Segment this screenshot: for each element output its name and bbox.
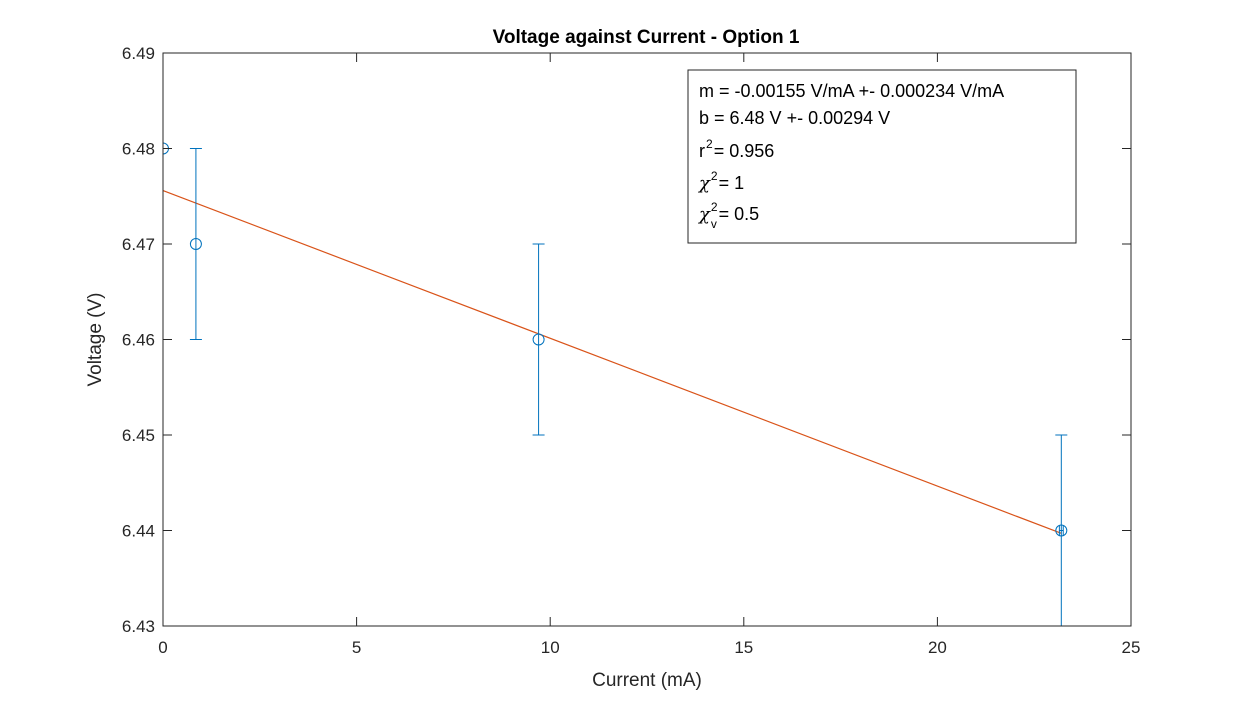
y-tick-label: 6.44 (122, 522, 155, 541)
fit-layer (162, 189, 1062, 534)
stats-line: χ (697, 173, 711, 194)
x-tick-label: 10 (541, 638, 560, 657)
stats-line: χ (697, 204, 711, 225)
stats-value: = 1 (719, 173, 745, 193)
data-point (532, 333, 545, 346)
axis-layer: 0 5 10 15 20 25 6.43 6.44 6.45 6.46 6.47 6.48 6.49 (122, 44, 1141, 657)
fit-statistics-box: m = -0.00155 V/mA +- 0.000234 V/mA b = 6.… (687, 69, 1077, 244)
stats-subscript: v (711, 217, 717, 231)
stats-value: = 0.5 (719, 204, 760, 224)
x-tick-label: 20 (928, 638, 947, 657)
y-tick-label: 6.47 (122, 235, 155, 254)
y-tick-label: 6.49 (122, 44, 155, 63)
x-tick-label: 0 (158, 638, 167, 657)
stats-box-border (687, 69, 1077, 244)
x-tick-label: 15 (734, 638, 753, 657)
x-axis-label: Current (mA) (592, 670, 702, 691)
data-point (189, 238, 202, 250)
x-tick-label: 5 (352, 638, 361, 657)
stats-superscript: 2 (711, 169, 718, 183)
y-tick-label: 6.45 (122, 426, 155, 445)
stats-superscript: 2 (711, 200, 718, 214)
stats-line: m = -0.00155 V/mA +- 0.000234 V/mA (699, 81, 1004, 101)
data-point-group (1055, 434, 1068, 626)
stats-value: = 0.956 (714, 141, 775, 161)
y-tick-label: 6.48 (122, 140, 155, 159)
chart-title: Voltage against Current - Option 1 (493, 27, 800, 48)
stats-superscript: 2 (706, 137, 713, 151)
y-tick-label: 6.46 (122, 331, 155, 350)
data-point-group (532, 243, 545, 436)
y-tick-label: 6.43 (122, 617, 155, 636)
fit-line (162, 189, 1062, 534)
y-axis-label: Voltage (V) (85, 293, 106, 387)
x-tick-label: 25 (1122, 638, 1141, 657)
data-point (1055, 524, 1068, 537)
stats-line: b = 6.48 V +- 0.00294 V (699, 108, 890, 128)
stats-line: r (699, 141, 705, 161)
data-point-group (189, 148, 202, 340)
